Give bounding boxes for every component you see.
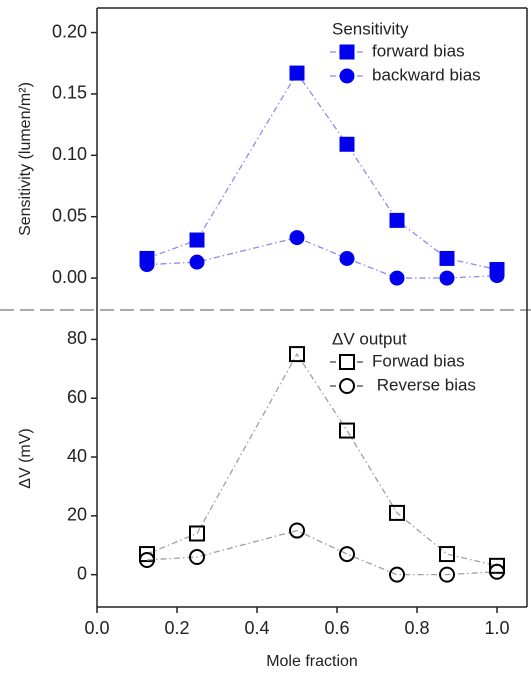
marker-square: [189, 232, 205, 248]
x-tick-label: 0.0: [84, 618, 109, 638]
legend-label: forward bias: [372, 41, 465, 60]
legend-marker: [339, 44, 355, 60]
marker-circle: [139, 551, 155, 568]
y-tick-label: 0.20: [52, 21, 87, 41]
legend-label: Forwad bias: [372, 351, 465, 370]
legend-label: Reverse bias: [372, 375, 476, 394]
y-tick-label: 40: [67, 446, 87, 466]
x-tick-label: 0.4: [244, 618, 269, 638]
x-tick-label: 0.8: [404, 618, 429, 638]
marker-square: [289, 346, 305, 363]
legend-label: backward bias: [372, 65, 481, 84]
marker-circle: [489, 268, 505, 284]
marker-circle: [389, 270, 405, 286]
y-tick-label: 20: [67, 505, 87, 525]
y-tick-label: 0.10: [52, 144, 87, 164]
y-tick-label: 60: [67, 387, 87, 407]
legend-marker: [339, 68, 355, 84]
marker-circle: [289, 522, 305, 539]
marker-square: [189, 525, 205, 542]
y-tick-label: 0.00: [52, 267, 87, 287]
series-line: [146, 352, 498, 567]
y-tick-label: 80: [67, 328, 87, 348]
marker-circle: [189, 549, 205, 566]
marker-circle: [189, 254, 205, 270]
marker-square: [389, 212, 405, 228]
marker-circle: [339, 250, 355, 266]
marker-circle: [289, 230, 305, 246]
marker-circle: [439, 270, 455, 286]
marker-circle: [339, 546, 355, 563]
marker-square: [439, 546, 455, 563]
marker-circle: [139, 257, 155, 273]
marker-square: [289, 65, 305, 81]
legend-title: Sensitivity: [332, 19, 409, 38]
y-axis-label: ΔV (mV): [17, 428, 34, 488]
marker-circle: [389, 566, 405, 583]
marker-circle: [439, 566, 455, 583]
y-tick-label: 0: [77, 563, 87, 583]
series-line: [146, 529, 498, 576]
y-axis-label: Sensitivity (lumen/m²): [17, 82, 34, 236]
y-tick-label: 0.15: [52, 83, 87, 103]
legend-marker: [339, 354, 355, 370]
marker-square: [489, 557, 505, 574]
x-tick-label: 0.2: [164, 618, 189, 638]
marker-square: [389, 504, 405, 521]
marker-square: [339, 422, 355, 439]
y-tick-label: 0.05: [52, 205, 87, 225]
marker-square: [339, 136, 355, 152]
marker-circle: [489, 563, 505, 580]
legend-marker: [339, 378, 355, 394]
x-tick-label: 1.0: [484, 618, 509, 638]
x-axis-label: Mole fraction: [266, 653, 358, 670]
marker-square: [439, 250, 455, 266]
marker-square: [139, 546, 155, 563]
x-tick-label: 0.6: [324, 618, 349, 638]
legend-title: ΔV output: [332, 329, 407, 348]
